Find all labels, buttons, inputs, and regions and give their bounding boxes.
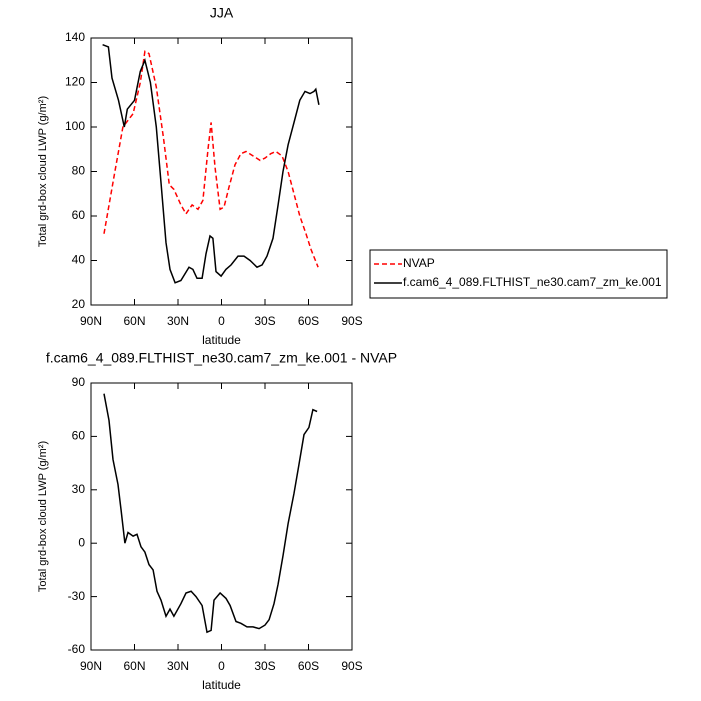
- x-tick-label: 30S: [254, 659, 275, 673]
- x-tick-label: 60N: [123, 659, 145, 673]
- y-tick-label: 100: [65, 119, 85, 133]
- x-tick-label: 0: [218, 659, 225, 673]
- x-tick-label: 30N: [167, 314, 189, 328]
- x-tick-label: 90N: [80, 659, 102, 673]
- legend-label: NVAP: [403, 256, 435, 270]
- legend-box: [369, 249, 668, 299]
- y-tick-label: 0: [78, 535, 85, 549]
- legend-label: f.cam6_4_089.FLTHIST_ne30.cam7_zm_ke.001: [403, 275, 662, 289]
- x-tick-label: 30N: [167, 659, 189, 673]
- y-tick-label: 30: [72, 482, 86, 496]
- x-tick-label: 90N: [80, 314, 102, 328]
- y-tick-label: 40: [72, 253, 86, 267]
- x-axis-label: latitude: [202, 333, 241, 347]
- x-tick-label: 0: [218, 314, 225, 328]
- plot-frame: [90, 37, 353, 306]
- y-tick-label: 60: [72, 208, 86, 222]
- y-tick-label: 90: [72, 375, 86, 389]
- y-tick-label: 120: [65, 75, 85, 89]
- y-tick-label: 60: [72, 429, 86, 443]
- y-tick-label: 80: [72, 164, 86, 178]
- y-tick-label: -60: [68, 642, 86, 656]
- y-tick-label: 20: [72, 297, 86, 311]
- chart-title: JJA: [210, 5, 234, 21]
- x-tick-label: 60S: [298, 314, 319, 328]
- data-line: [103, 393, 318, 634]
- plot-frame: [90, 382, 353, 651]
- x-tick-label: 30S: [254, 314, 275, 328]
- y-tick-label: 140: [65, 30, 85, 44]
- x-tick-label: 60N: [123, 314, 145, 328]
- data-line: [102, 43, 320, 284]
- x-tick-label: 60S: [298, 659, 319, 673]
- x-axis-label: latitude: [202, 678, 241, 692]
- y-tick-label: -30: [68, 589, 86, 603]
- y-axis-label: Total grd-box cloud LWP (g/m²): [37, 441, 49, 592]
- x-tick-label: 90S: [341, 314, 362, 328]
- y-axis-label: Total grd-box cloud LWP (g/m²): [37, 96, 49, 247]
- x-tick-label: 90S: [341, 659, 362, 673]
- chart-title: f.cam6_4_089.FLTHIST_ne30.cam7_zm_ke.001…: [46, 350, 397, 366]
- data-line: [103, 50, 319, 268]
